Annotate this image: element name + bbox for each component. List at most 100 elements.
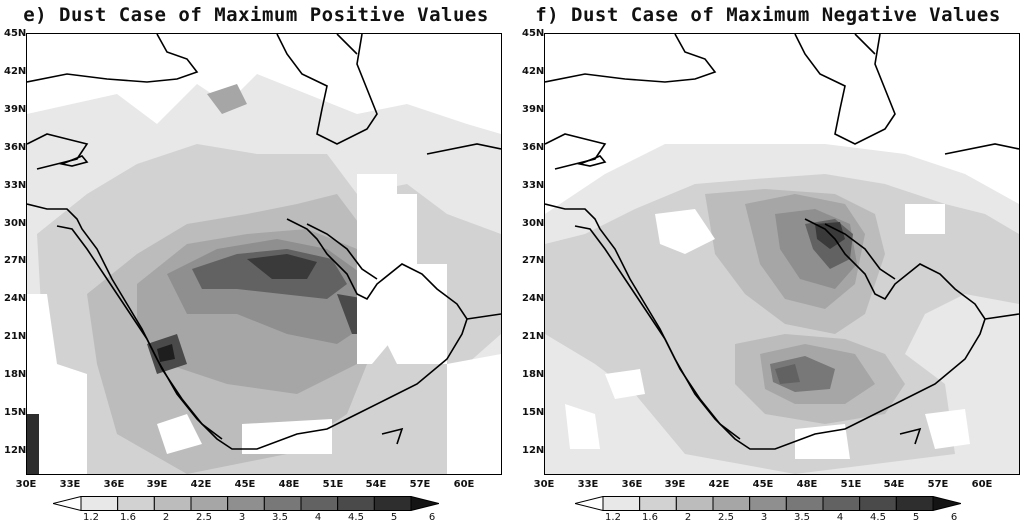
lat-label: 15N <box>522 407 545 418</box>
lon-label: 39E <box>146 479 168 490</box>
lon-label: 48E <box>796 479 818 490</box>
colorbar <box>575 496 961 511</box>
colorbar-segment <box>190 496 229 511</box>
colorbar-segment <box>117 496 155 511</box>
panel-title: f) Dust Case of Maximum Negative Values <box>535 4 1001 26</box>
colorbar-label: 1.6 <box>120 512 136 523</box>
lon-label: 39E <box>664 479 686 490</box>
colorbar-label: 2 <box>162 512 170 523</box>
lon-label: 60E <box>453 479 475 490</box>
lon-label: 45E <box>234 479 256 490</box>
colorbar-segment <box>153 496 192 511</box>
lon-label: 42E <box>190 479 212 490</box>
panel-e: e) Dust Case of Maximum Positive Values <box>4 4 502 523</box>
colorbar-label: 6 <box>950 512 958 523</box>
colorbar-segment <box>337 496 375 511</box>
lon-label: 36E <box>103 479 125 490</box>
colorbar-label: 1.2 <box>83 512 99 523</box>
colorbar-segment <box>80 496 119 511</box>
lat-label: 33N <box>4 180 27 191</box>
lon-label: 54E <box>883 479 905 490</box>
lat-label: 42N <box>522 66 545 77</box>
colorbar-segment <box>675 496 714 511</box>
shading-layers <box>545 34 1019 474</box>
lat-label: 24N <box>522 293 545 304</box>
lat-label: 30N <box>522 218 545 229</box>
lat-label: 45N <box>522 28 545 39</box>
colorbar-segment <box>373 496 412 511</box>
lat-label: 24N <box>4 293 27 304</box>
panel-f: f) Dust Case of Maximum Negative Values <box>512 0 1024 527</box>
lat-label: 15N <box>4 407 27 418</box>
colorbar-min-triangle <box>53 496 82 511</box>
lat-label: 21N <box>522 331 545 342</box>
lon-label: 57E <box>409 479 431 490</box>
colorbar-segment <box>859 496 897 511</box>
panel-title: e) Dust Case of Maximum Positive Values <box>23 4 489 26</box>
lat-label: 39N <box>4 104 27 115</box>
lon-label: 54E <box>365 479 387 490</box>
colorbar-segment <box>602 496 641 511</box>
colorbar-segment <box>227 496 265 511</box>
lon-label: 33E <box>59 479 81 490</box>
colorbar-label: 4.5 <box>870 512 886 523</box>
colorbar-label: 4 <box>314 512 322 523</box>
lat-label: 45N <box>4 28 27 39</box>
dust-map-positive <box>26 33 502 475</box>
colorbar-segment <box>300 496 339 511</box>
colorbar-label: 2.5 <box>196 512 212 523</box>
lon-label: 57E <box>927 479 949 490</box>
colorbar-max-triangle <box>932 496 961 511</box>
lat-label: 33N <box>522 180 545 191</box>
lon-label: 51E <box>322 479 344 490</box>
colorbar-label: 1.2 <box>605 512 621 523</box>
colorbar-segment <box>639 496 677 511</box>
dust-contour-map-positive <box>27 34 501 474</box>
colorbar-label: 5 <box>912 512 920 523</box>
lat-label: 42N <box>4 66 27 77</box>
colorbar-label: 5 <box>390 512 398 523</box>
lat-label: 27N <box>4 255 27 266</box>
colorbar-label: 4.5 <box>348 512 364 523</box>
lon-label: 48E <box>278 479 300 490</box>
lat-label: 30N <box>4 218 27 229</box>
colorbar-max-triangle <box>410 496 439 511</box>
lat-label: 12N <box>522 445 545 456</box>
colorbar-label: 3 <box>238 512 246 523</box>
colorbar <box>53 496 439 511</box>
colorbar-label: 3.5 <box>272 512 288 523</box>
lon-label: 60E <box>971 479 993 490</box>
lat-label: 36N <box>4 142 27 153</box>
lat-label: 18N <box>522 369 545 380</box>
colorbar-label: 1.6 <box>642 512 658 523</box>
lat-label: 39N <box>522 104 545 115</box>
coastlines <box>545 34 1019 450</box>
lat-label: 27N <box>522 255 545 266</box>
colorbar-segment <box>822 496 861 511</box>
lon-label: 42E <box>708 479 730 490</box>
lon-label: 51E <box>840 479 862 490</box>
lat-label: 36N <box>522 142 545 153</box>
colorbar-label: 2 <box>684 512 692 523</box>
colorbar-label: 2.5 <box>718 512 734 523</box>
lat-label: 12N <box>4 445 27 456</box>
colorbar-label: 6 <box>428 512 436 523</box>
colorbar-label: 4 <box>836 512 844 523</box>
lon-label: 30E <box>533 479 555 490</box>
colorbar-segment <box>263 496 302 511</box>
colorbar-label: 3 <box>760 512 768 523</box>
lon-label: 45E <box>752 479 774 490</box>
colorbar-segment <box>712 496 751 511</box>
lon-label: 33E <box>577 479 599 490</box>
colorbar-segment <box>895 496 934 511</box>
lon-label: 30E <box>15 479 37 490</box>
lon-label: 36E <box>621 479 643 490</box>
dust-map-negative <box>544 33 1020 475</box>
shading-layers <box>27 74 501 474</box>
colorbar-label: 3.5 <box>794 512 810 523</box>
lat-label: 18N <box>4 369 27 380</box>
coastlines <box>27 34 501 450</box>
colorbar-segment <box>749 496 787 511</box>
colorbar-min-triangle <box>575 496 604 511</box>
dust-contour-map-negative <box>545 34 1019 474</box>
